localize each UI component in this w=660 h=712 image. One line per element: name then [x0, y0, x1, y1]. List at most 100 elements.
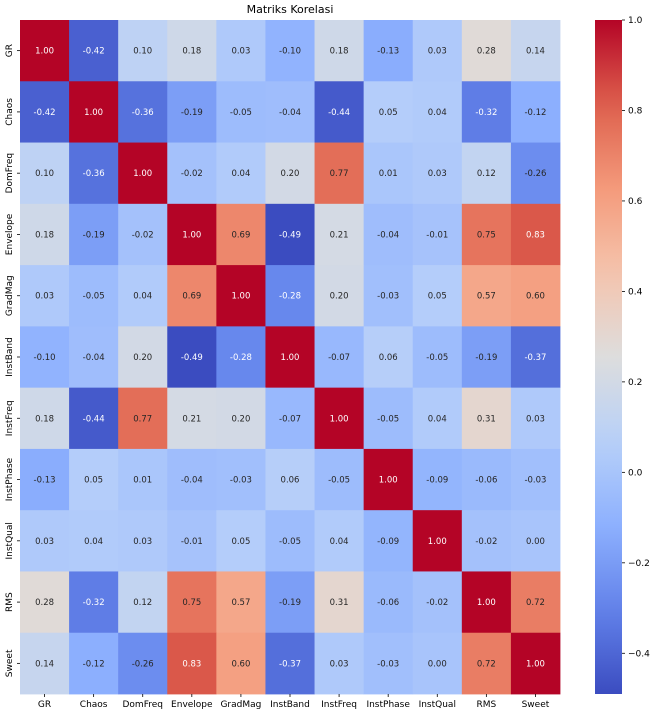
cell-value-label: 0.05 [379, 108, 398, 118]
heatmap-cell [412, 265, 463, 327]
cell-value-label: 0.18 [182, 47, 201, 57]
cell-value-label: 1.00 [526, 659, 545, 669]
cell-value-label: -0.32 [475, 108, 497, 118]
cell-value-label: -0.01 [181, 537, 203, 547]
cell-value-label: 0.14 [526, 47, 545, 57]
cell-value-label: -0.10 [34, 353, 56, 363]
cell-value-label: 0.31 [330, 598, 349, 608]
heatmap-cell [216, 510, 266, 572]
heatmap-cell [118, 632, 168, 695]
heatmap-cell [314, 448, 365, 511]
cell-value-label: 0.20 [133, 353, 152, 363]
heatmap-cell [510, 632, 561, 695]
heatmap-cell [412, 387, 463, 450]
cell-value-label: 0.04 [84, 537, 103, 547]
cell-value-label: 0.60 [526, 292, 545, 302]
y-tick-label: InstFreq [5, 400, 15, 436]
cell-value-label: 1.00 [477, 598, 496, 608]
heatmap-cell [20, 203, 70, 266]
heatmap-cell [265, 265, 315, 327]
x-tick-label: InstBand [270, 700, 310, 710]
heatmap-cell [20, 510, 70, 572]
heatmap-cell [118, 571, 168, 634]
cell-value-label: -0.05 [377, 414, 399, 424]
heatmap-annotations: 1.00 -0.42 0.10 0.18 0.03 -0.10 0.18 -0.13 0.03 0… [34, 47, 547, 670]
cell-value-label: -0.05 [279, 537, 301, 547]
cell-value-label: -0.12 [83, 659, 105, 669]
cell-value-label: 1.00 [281, 353, 300, 363]
cell-value-label: 1.00 [330, 414, 349, 424]
heatmap-cell [20, 571, 70, 634]
heatmap-cell [461, 571, 512, 634]
cell-value-label: -0.06 [475, 476, 497, 486]
heatmap-cell [20, 387, 70, 450]
x-axis-ticks: GR Chaos DomFreq Envelope GradMag InstBand Ins… [38, 694, 550, 710]
cell-value-label: 0.18 [35, 414, 54, 424]
cell-value-label: -0.02 [475, 537, 497, 547]
heatmap-cell [510, 265, 561, 327]
y-tick-label: Chaos [5, 98, 15, 126]
heatmap-cell [216, 326, 266, 389]
cell-value-label: 0.69 [182, 292, 201, 302]
y-tick-label: InstPhase [5, 457, 15, 501]
cell-value-label: 0.00 [428, 659, 447, 669]
cell-value-label: -0.02 [181, 169, 203, 179]
cell-value-label: 0.72 [526, 598, 545, 608]
colorbar-tick-label: 0.4 [628, 287, 643, 297]
cell-value-label: -0.32 [83, 598, 105, 608]
heatmap-cell [167, 571, 217, 634]
cell-value-label: 0.03 [428, 47, 447, 57]
cell-value-label: -0.37 [279, 659, 301, 669]
heatmap-cell [510, 387, 561, 450]
cell-value-label: 0.83 [526, 230, 545, 240]
cell-value-label: 0.18 [330, 47, 349, 57]
cell-value-label: 0.10 [35, 169, 54, 179]
colorbar-tick-label: 0.8 [628, 106, 643, 116]
cell-value-label: 0.05 [428, 292, 447, 302]
cell-value-label: -0.26 [132, 659, 154, 669]
heatmap-cell [69, 203, 119, 266]
x-tick-label: InstPhase [366, 700, 410, 710]
heatmap-cell [265, 510, 315, 572]
cell-value-label: 0.57 [477, 292, 496, 302]
heatmap-cell [265, 81, 315, 143]
heatmap-cell [265, 203, 315, 266]
heatmap-cell [363, 326, 414, 389]
heatmap-cell [461, 448, 512, 511]
y-tick-label: RMS [5, 592, 15, 612]
heatmap-cell [314, 326, 365, 389]
x-tick-label: InstFreq [321, 700, 357, 710]
heatmap-cell [118, 448, 168, 511]
cell-value-label: -0.44 [328, 108, 350, 118]
cell-value-label: 0.03 [428, 169, 447, 179]
chart-title: Matriks Korelasi [247, 3, 334, 16]
x-tick-label: Chaos [80, 700, 108, 710]
cell-value-label: -0.05 [426, 353, 448, 363]
cell-value-label: -0.37 [524, 353, 546, 363]
cell-value-label: -0.06 [377, 598, 399, 608]
cell-value-label: 0.57 [231, 598, 250, 608]
cell-value-label: 0.10 [133, 47, 152, 57]
heatmap-cell [69, 265, 119, 327]
cell-value-label: 0.21 [330, 230, 349, 240]
heatmap-cell [510, 142, 561, 205]
cell-value-label: 0.20 [231, 414, 250, 424]
cell-value-label: 0.83 [182, 659, 201, 669]
cell-value-label: 0.20 [330, 292, 349, 302]
cell-value-label: -0.04 [181, 476, 203, 486]
heatmap-cell [167, 510, 217, 572]
cell-value-label: 1.00 [133, 169, 152, 179]
heatmap-cell [461, 81, 512, 143]
cell-value-label: -0.42 [83, 47, 105, 57]
cell-value-label: -0.36 [132, 108, 154, 118]
heatmap-cell [510, 448, 561, 511]
cell-value-label: -0.19 [181, 108, 203, 118]
cell-value-label: 0.04 [330, 537, 349, 547]
cell-value-label: 0.04 [428, 108, 447, 118]
heatmap-cell [69, 326, 119, 389]
cell-value-label: 1.00 [379, 476, 398, 486]
cell-value-label: 0.12 [477, 169, 496, 179]
heatmap-cell [412, 510, 463, 572]
cell-value-label: 0.01 [379, 169, 398, 179]
cell-value-label: 0.72 [477, 659, 496, 669]
